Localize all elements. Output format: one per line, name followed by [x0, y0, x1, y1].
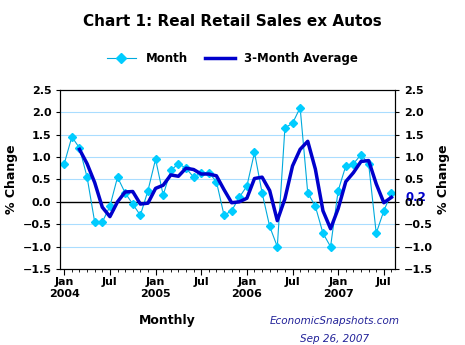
Text: Sep 26, 2007: Sep 26, 2007	[300, 334, 369, 344]
Y-axis label: % Change: % Change	[5, 145, 18, 214]
Text: EconomicSnapshots.com: EconomicSnapshots.com	[270, 316, 400, 326]
Text: Chart 1: Real Retail Sales ex Autos: Chart 1: Real Retail Sales ex Autos	[83, 14, 382, 29]
Legend: Month, 3-Month Average: Month, 3-Month Average	[102, 47, 363, 70]
Text: 0.2: 0.2	[405, 191, 426, 204]
Text: Monthly: Monthly	[139, 314, 196, 327]
Y-axis label: % Change: % Change	[438, 145, 451, 214]
